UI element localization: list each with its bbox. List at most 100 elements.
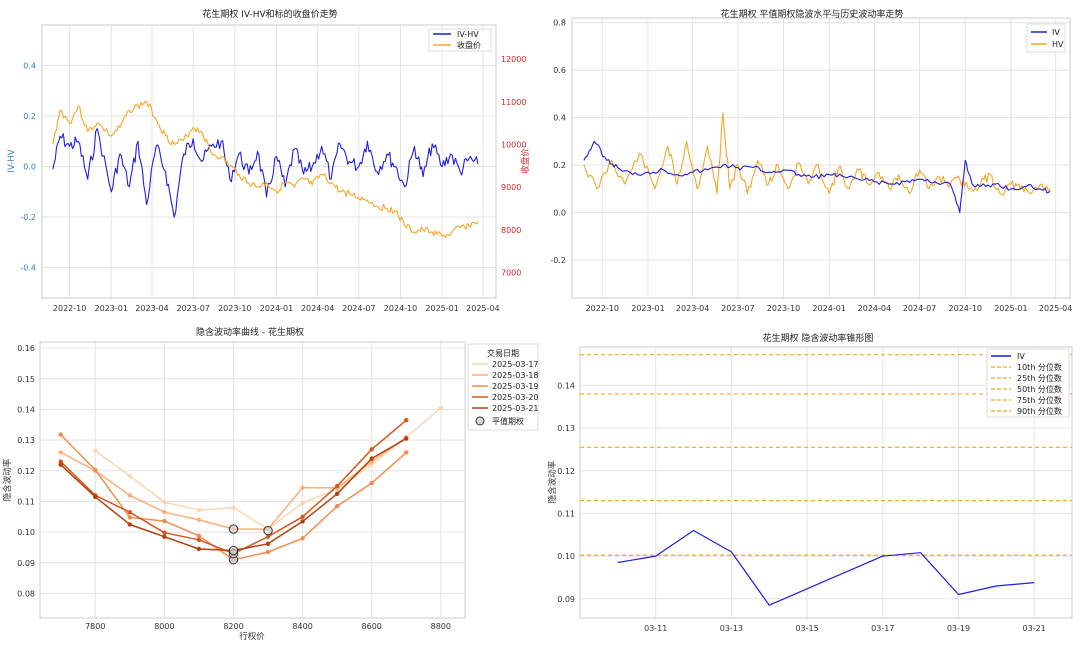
- tick-label: 0.12: [17, 467, 35, 476]
- y2-axis-label: 收盘价: [520, 148, 531, 174]
- legend: IV-HV 收盘价: [428, 28, 492, 52]
- chart-title: 花生期权 隐含波动率锥形图: [763, 332, 874, 344]
- chart-iv-hv: 花生期权 平值期权隐波水平与历史波动率走势 2022-10 2023-01 2023…: [550, 8, 1072, 313]
- series-iv-line: [583, 140, 1051, 214]
- tick-label: 8400: [292, 622, 312, 631]
- tick-label: 7000: [501, 268, 521, 277]
- data-point: [196, 517, 202, 523]
- tick-label: 0.0: [553, 209, 566, 218]
- legend-label: 25th 分位数: [1017, 373, 1062, 383]
- chart-title: 花生期权 IV-HV和标的收盘价走势: [202, 8, 337, 20]
- plot-frame: [571, 17, 1071, 299]
- atm-point: [228, 545, 239, 556]
- plot-frame: [39, 341, 466, 619]
- tick-label: 0.4: [553, 114, 566, 123]
- y-axis-label: 隐含波动率: [547, 460, 558, 503]
- data-point: [162, 499, 167, 505]
- data-point: [93, 494, 98, 500]
- legend-label: 75th 分位数: [1017, 395, 1062, 405]
- legend-label: 2025-03-21: [492, 404, 539, 413]
- atm-marker-icon: [475, 416, 485, 426]
- data-point: [162, 518, 167, 524]
- data-point: [300, 500, 305, 506]
- series-ivhv-line: [52, 128, 479, 218]
- tick-labels: 2022-10 2023-01 2023-04 2023-07 2023-10 2024-…: [20, 55, 526, 313]
- tick-label: -0.2: [20, 213, 36, 222]
- data-point: [127, 473, 133, 479]
- data-point: [162, 530, 167, 535]
- chart-ivhv-close: 花生期权 IV-HV和标的收盘价走势 2022-10 2023-01 2023-04…: [7, 8, 531, 313]
- tick-label: 0.15: [17, 375, 35, 384]
- legend-label: 2025-03-18: [492, 371, 539, 380]
- tick-label: 0.8: [553, 19, 566, 28]
- y-axis-label: 隐含波动率: [2, 458, 13, 501]
- tick-label: 2022-10: [586, 304, 619, 313]
- data-point: [196, 537, 202, 542]
- legend-label: 10th 分位数: [1017, 362, 1062, 372]
- grid: [42, 25, 496, 298]
- atm-point: [228, 524, 239, 534]
- tick-label: 9000: [501, 183, 521, 192]
- tick-label: 2024-01: [260, 304, 293, 313]
- tick-label: 0.10: [557, 552, 575, 561]
- tick-label: 2022-10: [53, 304, 86, 313]
- plot-frame: [579, 346, 1073, 619]
- tick-label: 03-13: [720, 624, 743, 633]
- legend-label: 2025-03-17: [492, 360, 539, 369]
- tick-label: 0.6: [553, 66, 566, 75]
- data-point: [58, 432, 63, 437]
- series-layer: [583, 112, 1051, 214]
- legend-label: 收盘价: [457, 40, 481, 50]
- tick-label: 8800: [431, 622, 451, 631]
- data-point: [162, 510, 167, 515]
- data-point: [334, 483, 340, 489]
- series-layer: [580, 354, 1072, 606]
- tick-label: 0.0: [23, 163, 36, 172]
- legend-label: 90th 分位数: [1017, 406, 1062, 416]
- series-hv-line: [583, 112, 1051, 196]
- data-point: [93, 467, 98, 473]
- tick-label: 0.13: [557, 424, 575, 433]
- grid: [40, 342, 465, 618]
- tick-label: 2024-10: [384, 304, 417, 313]
- chart-iv-smile: 隐含波动率曲线 - 花生期权 7800 8000 8200 8400 8600 8800 0…: [2, 326, 539, 642]
- data-point: [300, 514, 305, 519]
- tick-label: 8200: [223, 622, 243, 631]
- tick-label: 2024-07: [342, 304, 375, 313]
- tick-label: 2023-04: [676, 304, 709, 313]
- tick-label: 2023-04: [135, 304, 168, 313]
- tick-label: 8000: [154, 622, 174, 631]
- tick-label: 11000: [501, 98, 526, 107]
- x-axis-label: 行权价: [239, 631, 265, 642]
- data-point: [58, 450, 63, 455]
- data-point: [93, 448, 98, 454]
- tick-label: 2025-04: [466, 304, 499, 313]
- grid: [572, 18, 1070, 298]
- legend-label: IV: [1017, 352, 1025, 361]
- data-point: [369, 462, 374, 467]
- tick-label: 8600: [362, 622, 382, 631]
- tick-label: 12000: [501, 55, 526, 64]
- tick-label: 03-21: [1023, 624, 1046, 633]
- data-point: [404, 450, 409, 455]
- tick-labels: 2022-10 2023-01 2023-04 2023-07 2023-10 2024-…: [550, 19, 1072, 313]
- tick-label: 2023-10: [767, 304, 800, 313]
- tick-label: 0.11: [557, 509, 575, 518]
- data-point: [127, 515, 133, 520]
- tick-label: 2025-01: [425, 304, 458, 313]
- data-point: [196, 533, 202, 539]
- tick-label: 8000: [501, 226, 521, 235]
- legend-label: IV-HV: [457, 30, 479, 39]
- legend: 交易日期 2025-03-17 2025-03-18 2025-03-19 20…: [467, 343, 539, 431]
- tick-label: 0.16: [17, 344, 35, 353]
- data-point: [58, 459, 63, 464]
- tick-label: 2023-01: [95, 304, 128, 313]
- data-point: [265, 549, 271, 555]
- tick-label: 0.09: [557, 595, 575, 604]
- chart-title: 隐含波动率曲线 - 花生期权: [196, 326, 304, 338]
- legend-label: 50th 分位数: [1017, 384, 1062, 394]
- chart-title: 花生期权 平值期权隐波水平与历史波动率走势: [721, 8, 904, 20]
- tick-label: 0.2: [23, 112, 36, 121]
- tick-label: 0.14: [557, 381, 575, 390]
- data-point: [127, 510, 133, 515]
